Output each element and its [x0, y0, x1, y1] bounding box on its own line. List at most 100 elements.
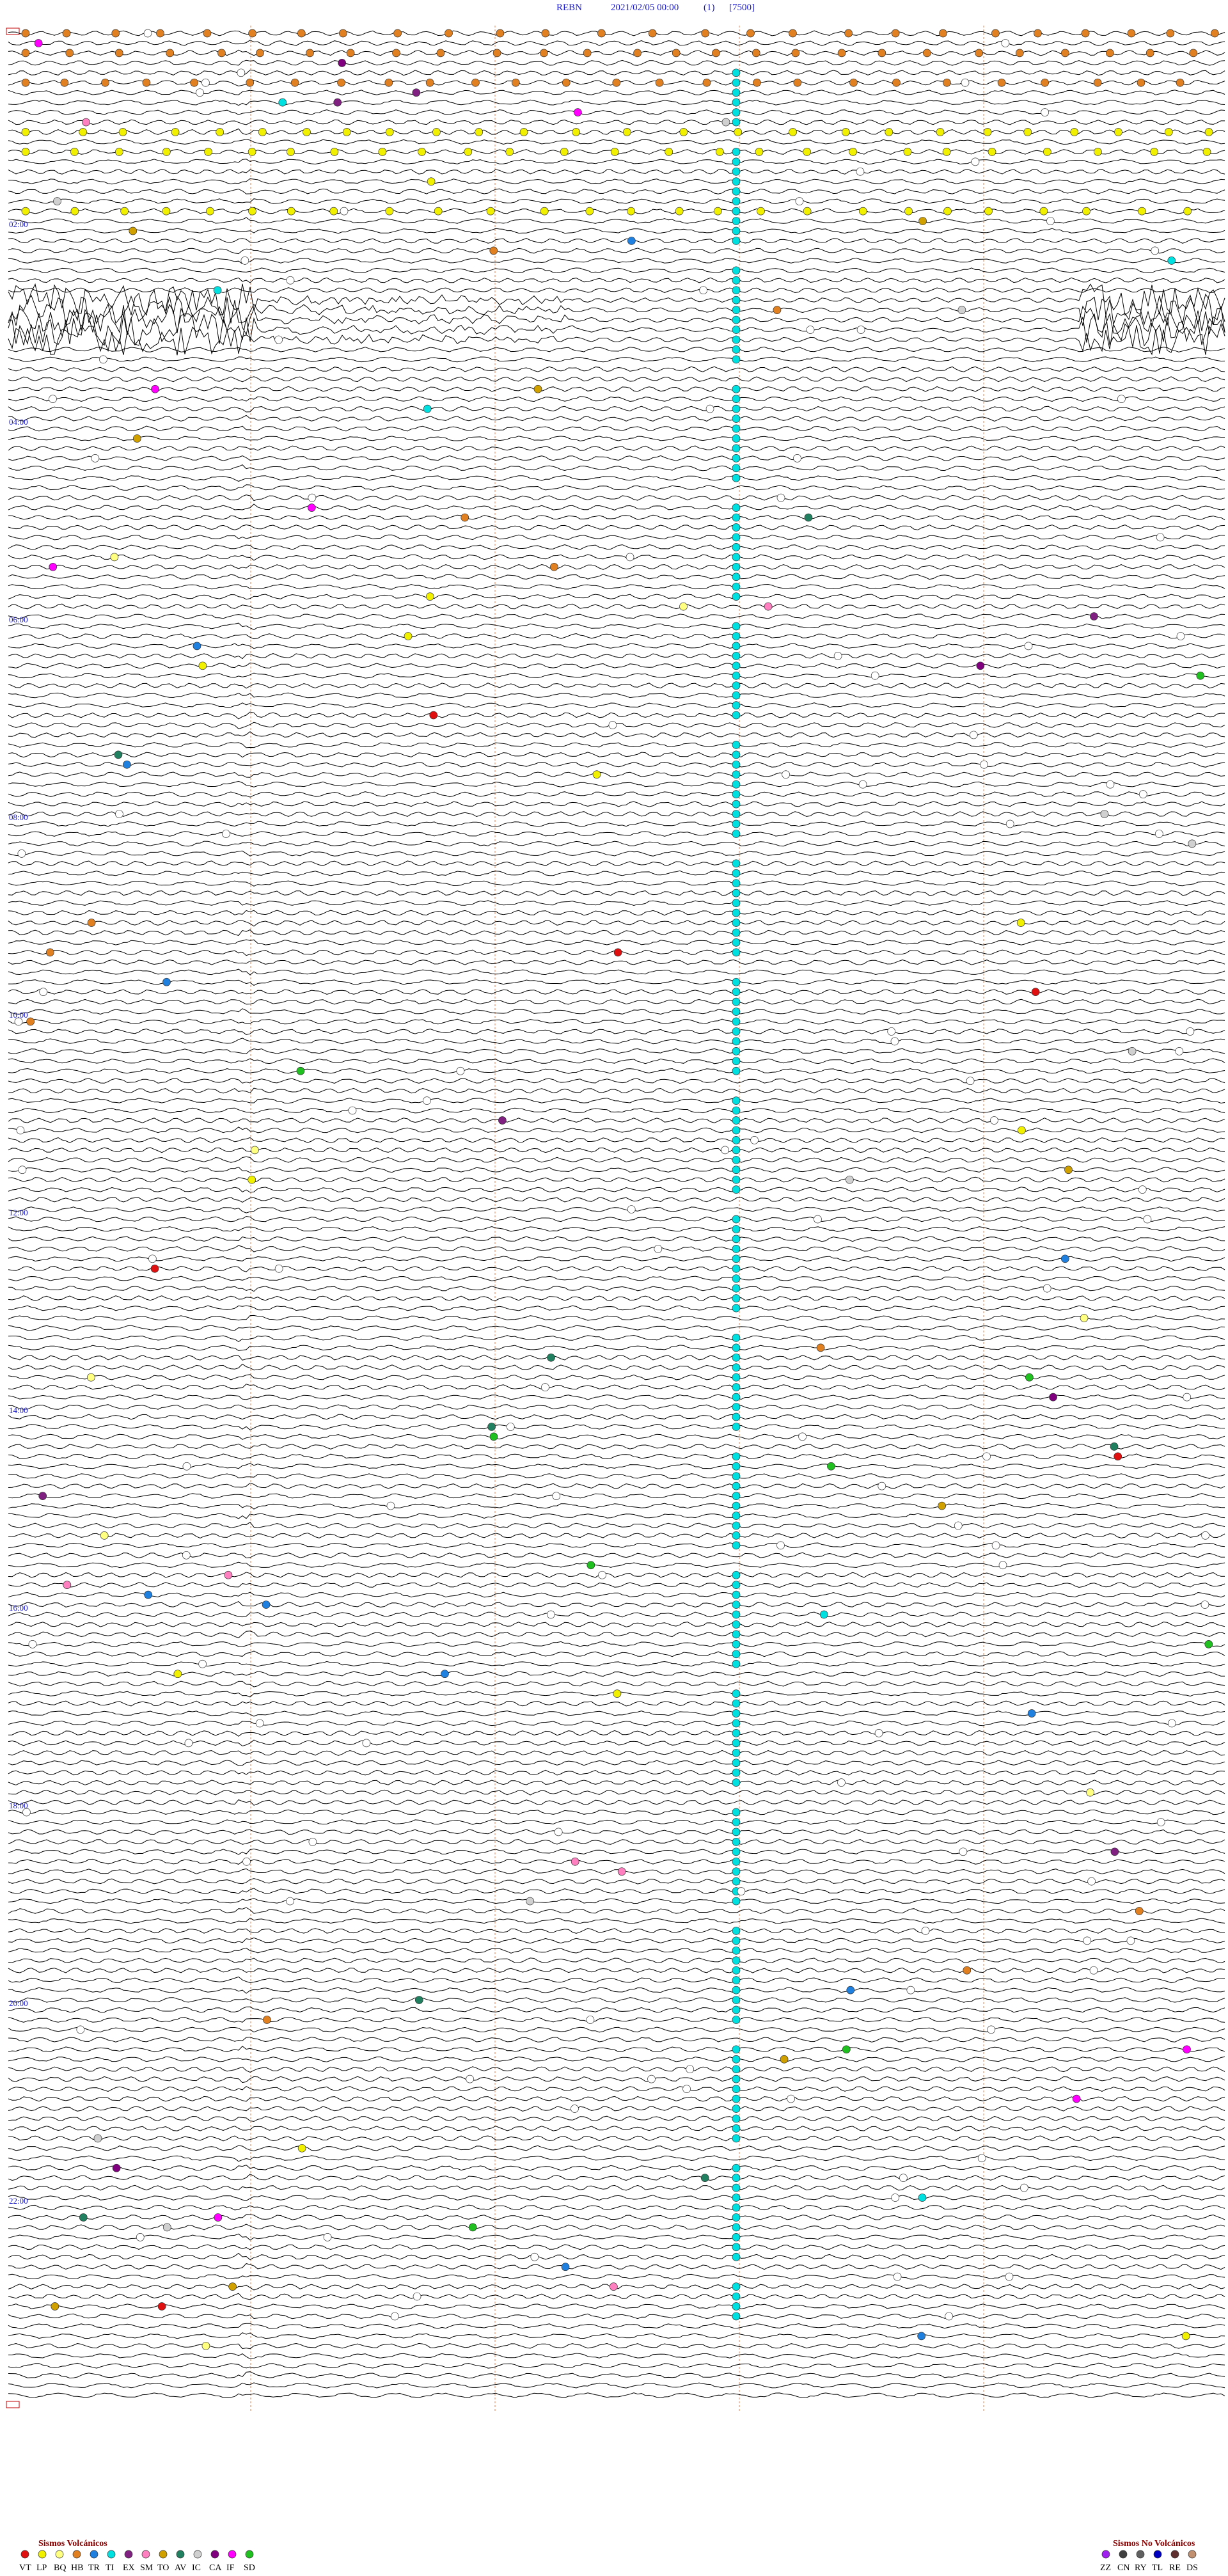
trace [8, 643, 1225, 649]
trace [8, 583, 1225, 590]
trace [8, 1542, 1225, 1549]
event-marker [732, 790, 741, 799]
event-marker [173, 1670, 182, 1679]
event-marker [1110, 1442, 1119, 1451]
trace [8, 1522, 1225, 1529]
event-marker [732, 1877, 741, 1886]
trace [8, 425, 1225, 432]
event-marker [49, 562, 58, 571]
trace [8, 59, 1225, 66]
station: REBN [556, 3, 582, 13]
trace [8, 1028, 1225, 1036]
trace [8, 2036, 1225, 2043]
legend-marker [107, 2550, 116, 2559]
trace [8, 2046, 1225, 2053]
event-marker [904, 207, 913, 216]
trace [8, 445, 1225, 452]
trace [8, 168, 1225, 175]
event-marker [732, 1116, 741, 1125]
event-marker [286, 276, 295, 285]
trace [8, 2392, 1225, 2399]
event-marker [732, 355, 741, 364]
legend-marker [55, 2550, 64, 2559]
trace [8, 1285, 1225, 1292]
event-marker [837, 1778, 846, 1787]
event-marker [1204, 1640, 1213, 1648]
event-marker [938, 1501, 947, 1510]
event-marker [562, 78, 571, 87]
event-marker [803, 207, 812, 216]
event-marker [732, 2302, 741, 2311]
event-marker [540, 207, 549, 216]
event-marker [701, 29, 710, 38]
event-marker [70, 148, 79, 156]
trace [8, 2252, 1225, 2261]
legend-code: CA [209, 2563, 222, 2573]
trace [8, 554, 1225, 561]
event-marker [464, 148, 473, 156]
event-marker [732, 1828, 741, 1837]
event-marker [732, 1521, 741, 1530]
event-marker [1114, 128, 1122, 136]
event-marker [198, 661, 207, 670]
event-marker [776, 493, 785, 502]
event-marker [184, 1739, 193, 1748]
event-marker [732, 1383, 741, 1391]
event-marker [982, 1452, 991, 1461]
event-marker [39, 988, 48, 997]
event-marker [846, 1175, 854, 1184]
event-marker [386, 1501, 395, 1510]
event-marker [1110, 1847, 1119, 1856]
trace [8, 503, 1225, 511]
event-marker [385, 128, 394, 136]
trace [8, 544, 1225, 550]
event-marker [732, 997, 741, 1006]
event-marker [732, 464, 741, 473]
event-marker [732, 2183, 741, 2192]
event-marker [732, 1946, 741, 1955]
legend-code: IF [226, 2563, 235, 2573]
event-marker [833, 651, 842, 660]
event-marker [460, 513, 469, 522]
event-marker [682, 2085, 691, 2093]
trace [8, 672, 1225, 679]
event-marker [870, 671, 879, 680]
event-marker [1094, 148, 1102, 156]
event-marker [1183, 1393, 1192, 1402]
event-marker [732, 2193, 741, 2202]
event-marker [287, 148, 295, 156]
start-marker [6, 28, 20, 35]
event-marker [732, 2074, 741, 2083]
event-marker [597, 29, 606, 38]
event-marker [997, 78, 1006, 87]
event-marker [297, 2144, 306, 2153]
trace [8, 2224, 1225, 2231]
event-marker [196, 88, 204, 97]
event-marker [1081, 29, 1090, 38]
event-marker [182, 1551, 191, 1560]
event-marker [732, 1778, 741, 1787]
time-label: 18:00 [9, 1801, 28, 1810]
event-marker [887, 1027, 896, 1036]
trace [8, 574, 1225, 580]
trace [8, 979, 1225, 986]
trace [8, 1473, 1225, 1480]
event-marker [732, 177, 741, 186]
trace [8, 1582, 1225, 1588]
event-marker [803, 148, 811, 156]
event-marker [846, 1986, 855, 1995]
trace [8, 2293, 1225, 2300]
trace [8, 1354, 1225, 1361]
trace [8, 1711, 1225, 1717]
event-marker [546, 1610, 555, 1619]
trace [8, 283, 1225, 316]
trace [8, 1118, 1225, 1123]
event-marker [732, 1215, 741, 1224]
event-marker [393, 29, 402, 38]
event-marker [608, 721, 617, 729]
event-marker [100, 1531, 109, 1540]
event-marker [1117, 395, 1126, 404]
trace [8, 1739, 1225, 1747]
trace [8, 1621, 1225, 1627]
trace [8, 139, 1225, 145]
